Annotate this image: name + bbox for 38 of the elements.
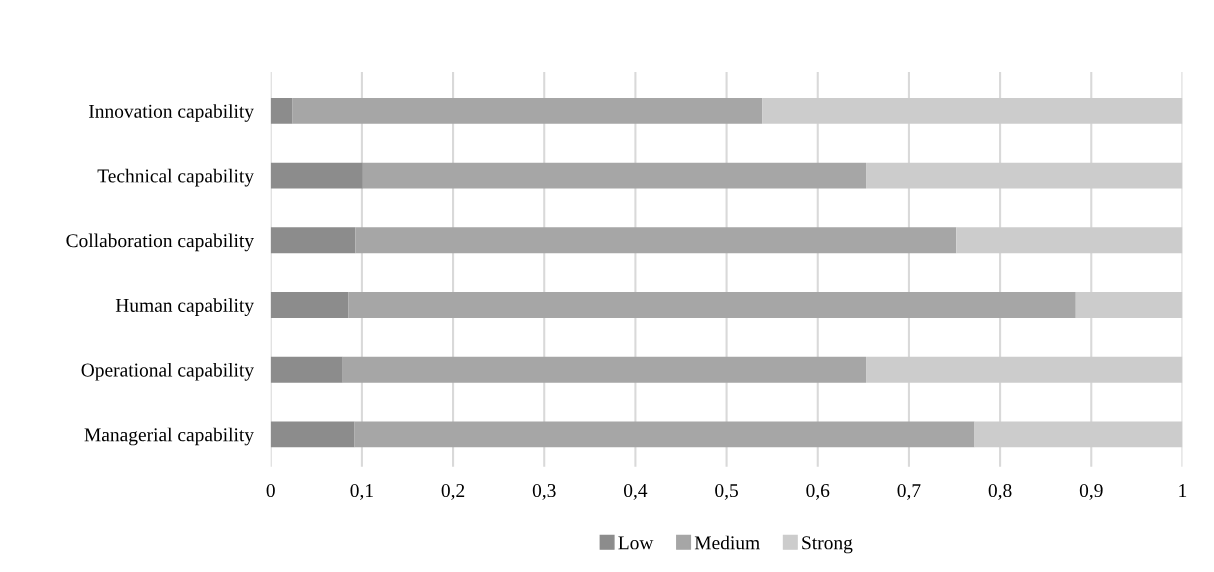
x-tick-label: 0,4	[624, 483, 648, 500]
bar	[956, 227, 1183, 254]
y-tick-label: Technical capability	[97, 168, 254, 187]
bar	[270, 421, 355, 448]
bar	[354, 421, 975, 448]
bar	[270, 292, 349, 318]
bar	[762, 97, 1183, 124]
x-tick-label: 0,1	[350, 483, 373, 500]
y-tick-label: Operational capability	[81, 362, 254, 381]
y-tick-label: Collaboration capability	[66, 233, 254, 252]
bar	[348, 292, 1076, 318]
bar	[292, 97, 763, 124]
y-tick-label: Human capability	[115, 298, 254, 316]
x-tick-label: 0,9	[1079, 483, 1103, 500]
bar	[866, 162, 1183, 189]
x-tick-label: 0,2	[441, 483, 465, 500]
legend-label: Strong	[802, 536, 853, 554]
bar	[342, 356, 867, 383]
x-tick-label: 0,8	[988, 483, 1012, 500]
x-tick-label: 0,3	[532, 483, 556, 500]
x-tick-label: 0,7	[897, 483, 921, 500]
x-tick-label: 0,5	[715, 483, 738, 500]
x-tick-label: 1	[1179, 484, 1187, 497]
legend-label: Low	[618, 536, 654, 550]
bar	[362, 162, 867, 189]
x-tick-label: 0,6	[806, 483, 830, 500]
y-tick-label: Managerial capability	[84, 427, 254, 446]
bar	[866, 356, 1183, 383]
legend-label: Medium	[694, 535, 760, 550]
y-tick-label: Innovation capability	[88, 104, 254, 122]
bar	[974, 421, 1183, 448]
bar	[355, 227, 957, 254]
bar	[270, 97, 293, 124]
bar	[270, 162, 363, 189]
x-tick-label: 0	[266, 483, 275, 498]
bar	[1075, 292, 1183, 318]
bar	[270, 356, 343, 383]
bar	[270, 227, 356, 254]
